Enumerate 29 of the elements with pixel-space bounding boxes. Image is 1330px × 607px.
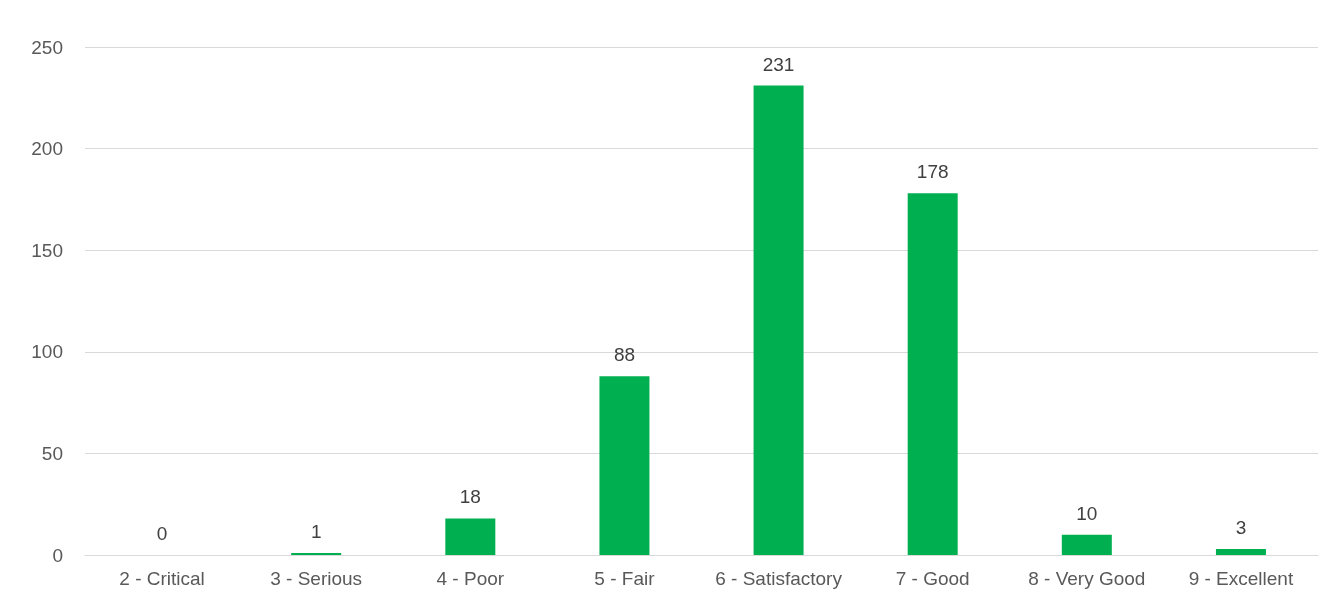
y-tick-label: 250 [31, 36, 63, 58]
data-label: 10 [1076, 502, 1098, 524]
bar [753, 85, 804, 555]
x-tick-label: 5 - Fair [594, 568, 656, 589]
x-tick-label: 4 - Poor [436, 568, 505, 589]
bar [445, 518, 496, 555]
bar [907, 193, 958, 555]
x-tick-label: 7 - Good [895, 568, 970, 589]
data-label: 18 [459, 486, 481, 508]
y-tick-label: 0 [52, 544, 63, 566]
data-label: 178 [916, 161, 949, 183]
y-tick-label: 50 [41, 442, 63, 464]
data-label: 0 [156, 523, 168, 544]
y-tick-label: 100 [31, 341, 63, 363]
x-tick-label: 2 - Critical [119, 568, 205, 589]
bar [1215, 548, 1266, 555]
data-label: 231 [762, 53, 795, 75]
bar [599, 376, 650, 555]
y-tick-label: 200 [31, 138, 63, 160]
bar [1061, 534, 1112, 555]
data-label: 88 [613, 344, 636, 366]
x-tick-label: 8 - Very Good [1028, 568, 1146, 589]
y-tick-label: 150 [31, 239, 63, 261]
x-tick-label: 3 - Serious [270, 568, 363, 589]
data-label: 3 [1235, 516, 1247, 538]
bar [291, 552, 342, 555]
x-tick-label: 6 - Satisfactory [715, 568, 843, 589]
data-label: 1 [310, 520, 322, 542]
x-tick-label: 9 - Excellent [1188, 568, 1294, 589]
